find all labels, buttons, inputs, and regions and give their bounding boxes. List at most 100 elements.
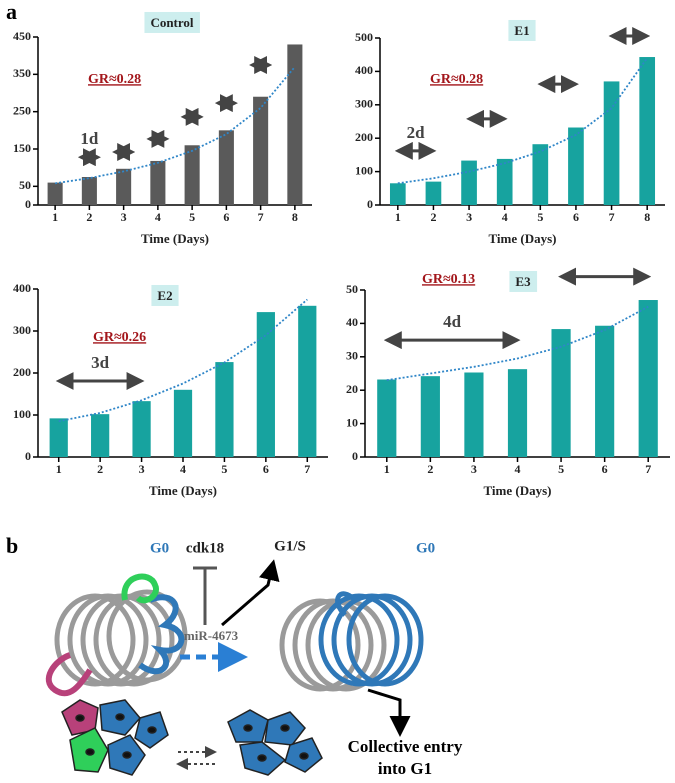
state-label: G0 [416, 540, 435, 556]
bar [603, 81, 620, 205]
bar [568, 127, 584, 205]
bar [116, 168, 132, 205]
chart-title: Control [150, 15, 193, 30]
x-tick-label: 2 [86, 210, 92, 224]
y-tick-label: 150 [13, 141, 31, 155]
x-tick-label: 2 [97, 462, 103, 476]
y-tick-label: 10 [346, 415, 358, 429]
title-box [509, 270, 538, 292]
y-tick-label: 0 [352, 449, 358, 463]
y-tick-label: 0 [25, 449, 31, 463]
trend-line [386, 305, 649, 382]
title-box [508, 19, 536, 41]
bar [150, 160, 166, 205]
x-tick-label: 4 [502, 210, 508, 224]
bar [639, 57, 656, 206]
outcome-label: Collective entry [348, 737, 463, 756]
bar [389, 183, 406, 205]
bar [132, 401, 151, 457]
cells-right [227, 709, 323, 776]
y-tick-label: 100 [13, 407, 31, 421]
growth-rate: GR≈0.28 [430, 72, 483, 87]
interval-label: 2d [407, 123, 426, 142]
activation [221, 559, 280, 627]
gene-label: cdk18 [186, 540, 224, 556]
bar [551, 329, 571, 457]
g0-loop [138, 594, 185, 675]
phase-label: G1/S [274, 538, 306, 554]
outcome-label: into G1 [378, 759, 432, 778]
bar [253, 96, 269, 205]
exchange-arrows [176, 746, 217, 770]
x-tick-label: 2 [430, 210, 436, 224]
growth-rate: GR≈0.28 [88, 72, 141, 87]
x-tick-label: 3 [139, 462, 145, 476]
x-tick-label: 5 [189, 210, 195, 224]
bar [47, 182, 63, 205]
y-tick-label: 400 [355, 63, 373, 77]
bar [595, 325, 615, 457]
mirna-label: miR-4673 [184, 628, 239, 643]
bar [377, 379, 397, 457]
x-axis-title: Time (Days) [488, 231, 556, 246]
y-tick-label: 50 [346, 282, 358, 296]
bar [532, 144, 549, 205]
x-tick-label: 4 [155, 210, 161, 224]
y-tick-label: 20 [346, 382, 358, 396]
x-tick-label: 5 [221, 462, 227, 476]
interval-label: 3d [91, 353, 110, 372]
bar [464, 372, 484, 457]
y-tick-label: 0 [367, 197, 373, 211]
chart-title: E2 [157, 288, 172, 303]
y-tick-label: 100 [355, 163, 373, 177]
growth-rate: GR≈0.13 [422, 272, 475, 287]
active-loop [121, 573, 159, 604]
trend-line [54, 66, 296, 185]
y-tick-label: 40 [346, 315, 358, 329]
y-tick-label: 300 [13, 323, 31, 337]
bar [287, 44, 303, 205]
x-tick-label: 8 [292, 210, 298, 224]
x-tick-label: 4 [515, 462, 521, 476]
y-tick-label: 400 [13, 281, 31, 295]
bar [507, 369, 528, 457]
x-axis-title: Time (Days) [141, 231, 209, 246]
bar [496, 158, 513, 205]
x-tick-label: 7 [609, 210, 615, 224]
x-axis-title: Time (Days) [149, 483, 217, 498]
bar [81, 177, 97, 205]
bar [420, 376, 440, 457]
x-tick-label: 2 [427, 462, 433, 476]
x-tick-label: 1 [56, 462, 62, 476]
chromatin-left [54, 589, 188, 687]
cells-left [61, 699, 169, 776]
bar [218, 130, 234, 205]
inhibition [193, 566, 217, 625]
bar [298, 305, 317, 457]
y-tick-label: 450 [13, 29, 31, 43]
bar [49, 418, 68, 457]
y-tick-label: 200 [355, 130, 373, 144]
x-tick-label: 1 [395, 210, 401, 224]
title-box [151, 284, 179, 306]
chart-title: E1 [514, 23, 529, 38]
growth-rate: GR≈0.26 [93, 330, 146, 345]
y-tick-label: 30 [346, 349, 358, 363]
g0-coils [318, 591, 424, 687]
y-tick-label: 200 [13, 365, 31, 379]
y-tick-label: 250 [13, 103, 31, 117]
bar [173, 389, 193, 457]
x-tick-label: 6 [602, 462, 608, 476]
bar [91, 414, 110, 457]
x-axis-title: Time (Days) [483, 483, 551, 498]
x-tick-label: 6 [573, 210, 579, 224]
title-box [144, 11, 200, 33]
x-tick-label: 7 [645, 462, 651, 476]
bar [461, 160, 477, 205]
bar [256, 312, 275, 457]
x-tick-label: 7 [304, 462, 310, 476]
x-tick-label: 7 [258, 210, 264, 224]
x-tick-label: 3 [471, 462, 477, 476]
x-tick-label: 5 [558, 462, 564, 476]
